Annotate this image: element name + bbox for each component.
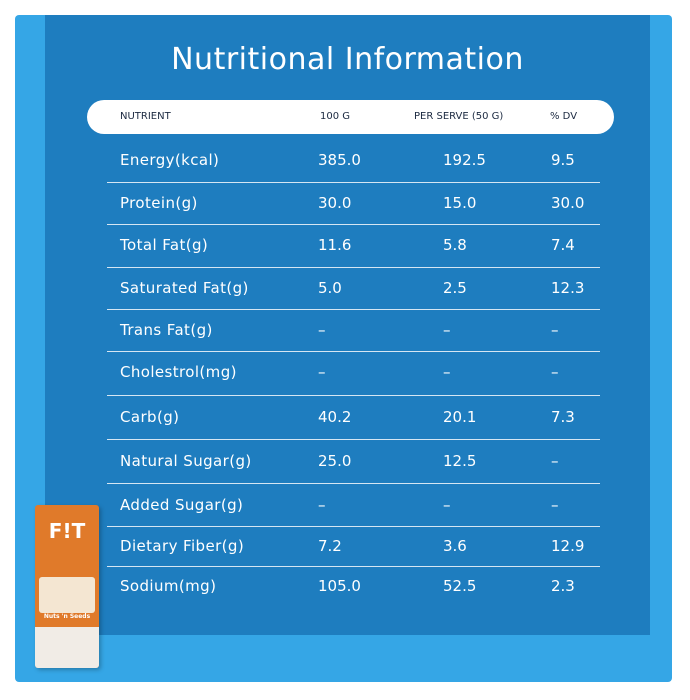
nutrient-value: 25.0 [318,452,352,470]
nutrient-name: Carb(g) [120,408,180,426]
nutrient-value: 30.0 [318,194,352,212]
nutrient-value: 11.6 [318,236,352,254]
header-cell: NUTRIENT [120,111,171,122]
nutrient-name: Total Fat(g) [120,236,209,254]
row-separator [107,182,600,183]
nutrient-value: 5.8 [443,236,467,254]
nutrient-value: 192.5 [443,151,486,169]
nutrient-value: 12.9 [551,537,585,555]
nutrient-value: 9.5 [551,151,575,169]
nutrient-value: 52.5 [443,577,477,595]
nutrient-value: 7.4 [551,236,575,254]
nutrient-value: 7.2 [318,537,342,555]
header-cell: PER SERVE (50 G) [414,111,504,122]
nutrient-value: 20.1 [443,408,477,426]
nutrient-value: 7.3 [551,408,575,426]
product-brand: F!T [48,519,86,543]
nutrient-value: – [551,452,559,470]
nutrient-name: Dietary Fiber(g) [120,537,245,555]
nutrient-value: – [318,363,326,381]
row-separator [107,483,600,484]
nutrient-name: Cholestrol(mg) [120,363,237,381]
nutrient-value: – [443,363,451,381]
nutrient-value: 40.2 [318,408,352,426]
nutrient-name: Sodium(mg) [120,577,217,595]
row-separator [107,566,600,567]
nutrient-value: – [318,496,326,514]
nutrient-value: 105.0 [318,577,361,595]
nutrient-value: – [443,496,451,514]
nutrient-value: 12.5 [443,452,477,470]
nutrient-value: 2.3 [551,577,575,595]
row-separator [107,439,600,440]
header-cell: % DV [550,111,578,122]
nutrient-value: 385.0 [318,151,361,169]
row-separator [107,224,600,225]
nutrient-name: Energy(kcal) [120,151,220,169]
nutrient-value: 3.6 [443,537,467,555]
nutrient-value: 15.0 [443,194,477,212]
header-cell: 100 G [320,111,351,122]
nutrient-name: Trans Fat(g) [120,321,213,339]
product-photo [39,577,95,613]
nutrient-name: Added Sugar(g) [120,496,244,514]
nutrient-name: Natural Sugar(g) [120,452,252,470]
nutrient-value: 30.0 [551,194,585,212]
nutrient-value: – [551,496,559,514]
nutrient-value: – [318,321,326,339]
nutrient-name: Protein(g) [120,194,198,212]
nutrient-name: Saturated Fat(g) [120,279,249,297]
nutrient-value: 2.5 [443,279,467,297]
product-pack: F!T Nuts 'n Seeds [35,505,99,668]
product-variant: Nuts 'n Seeds [43,613,91,620]
table-header: NUTRIENT 100 G PER SERVE (50 G) % DV [87,100,614,134]
title: Nutritional Information [171,42,524,77]
row-separator [107,267,600,268]
nutrient-value: 12.3 [551,279,585,297]
nutrient-value: – [551,363,559,381]
row-separator [107,351,600,352]
row-separator [107,309,600,310]
row-separator [107,395,600,396]
nutrient-value: 5.0 [318,279,342,297]
row-separator [107,526,600,527]
product-label [35,627,99,668]
nutrient-value: – [551,321,559,339]
nutrient-value: – [443,321,451,339]
